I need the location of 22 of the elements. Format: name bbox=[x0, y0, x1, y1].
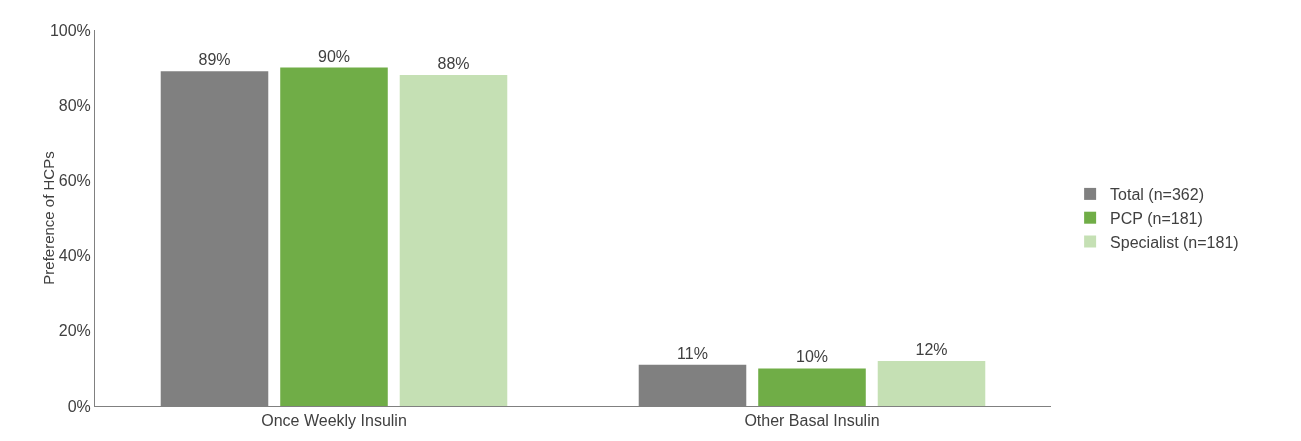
y-tick-label: 60% bbox=[58, 172, 91, 189]
y-tick-label: 40% bbox=[58, 247, 91, 265]
data-label: 88% bbox=[437, 55, 470, 73]
x-tick-label: Other Basal Insulin bbox=[744, 412, 880, 430]
legend-label: Specialist (n=181) bbox=[1110, 233, 1239, 251]
y-axis-title: Preference of HCPs bbox=[39, 151, 57, 285]
legend-label: PCP (n=181) bbox=[1110, 209, 1203, 227]
data-label: 10% bbox=[795, 348, 829, 366]
y-tick-label: 80% bbox=[58, 96, 91, 114]
y-tick-label: 20% bbox=[58, 322, 91, 340]
data-label: 89% bbox=[198, 51, 231, 69]
data-label: 12% bbox=[915, 340, 948, 358]
bar bbox=[280, 67, 388, 406]
data-label: 90% bbox=[317, 47, 351, 65]
bar bbox=[399, 75, 508, 406]
y-tick-label: 100% bbox=[49, 21, 91, 39]
bar bbox=[758, 368, 866, 406]
bar bbox=[877, 360, 986, 406]
y-tick-label: 0% bbox=[67, 397, 91, 415]
legend-label: Total (n=362) bbox=[1110, 186, 1204, 204]
x-tick-label: Once Weekly Insulin bbox=[261, 412, 407, 430]
data-label: 11% bbox=[677, 344, 708, 362]
